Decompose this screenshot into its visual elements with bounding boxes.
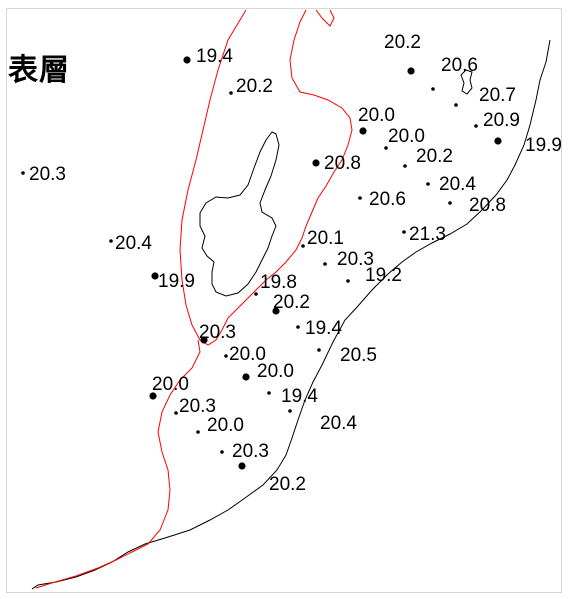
station-marker <box>196 430 200 434</box>
station-value-label: 20.4 <box>320 413 357 434</box>
station-value-label: 20.3 <box>29 164 66 185</box>
station-value-label: 20.7 <box>479 85 516 106</box>
islet-outline <box>460 69 473 95</box>
station-marker <box>359 127 367 135</box>
map-frame <box>6 8 562 593</box>
station-marker <box>384 146 388 150</box>
station-marker <box>174 411 178 415</box>
station-marker <box>454 103 458 107</box>
station-marker <box>494 137 502 145</box>
station-value-label: 21.3 <box>409 224 446 245</box>
station-marker <box>358 196 362 200</box>
coastline <box>31 39 551 590</box>
station-marker <box>267 391 271 395</box>
station-marker <box>312 159 320 167</box>
station-marker <box>402 230 406 234</box>
station-value-label: 20.0 <box>257 361 294 382</box>
station-value-label: 20.2 <box>236 76 273 97</box>
stations-layer: 19.420.220.320.419.9 19.820.220.320.020.0… <box>21 32 562 495</box>
station-marker <box>229 91 233 95</box>
station-value-label: 19.4 <box>305 318 342 339</box>
station-marker <box>346 279 350 283</box>
isoline-north-loop <box>315 9 335 27</box>
station-value-label: 20.5 <box>340 345 377 366</box>
station-marker <box>238 462 246 470</box>
station-value-label: 19.4 <box>196 46 233 67</box>
station-value-label: 20.2 <box>269 474 306 495</box>
station-marker <box>317 348 321 352</box>
station-value-label: 20.4 <box>439 174 476 195</box>
station-value-label: 19.4 <box>281 386 318 407</box>
station-value-label: 20.9 <box>483 110 520 131</box>
station-value-label: 19.2 <box>365 265 402 286</box>
station-value-label: 20.2 <box>273 292 310 313</box>
station-value-label: 20.0 <box>358 105 395 126</box>
station-marker <box>323 262 327 266</box>
station-marker <box>407 67 415 75</box>
station-value-label: 20.1 <box>307 228 344 249</box>
station-marker <box>21 171 25 175</box>
station-value-label: 20.2 <box>384 32 421 53</box>
island-outline <box>199 131 280 297</box>
station-marker <box>448 201 452 205</box>
station-value-label: 20.3 <box>179 396 216 417</box>
station-marker <box>149 392 157 400</box>
station-value-label: 19.9 <box>525 135 562 156</box>
station-value-label: 20.2 <box>416 146 453 167</box>
station-marker <box>403 164 407 168</box>
station-value-label: 20.3 <box>199 322 236 343</box>
station-marker <box>426 182 430 186</box>
station-value-label: 19.8 <box>260 272 297 293</box>
station-value-label: 20.0 <box>229 344 266 365</box>
station-value-label: 20.0 <box>207 415 244 436</box>
station-value-label: 20.8 <box>469 195 506 216</box>
station-value-label: 20.3 <box>337 249 374 270</box>
station-marker <box>242 373 250 381</box>
station-value-label: 20.0 <box>388 126 425 147</box>
station-marker <box>301 244 305 248</box>
station-marker <box>431 87 435 91</box>
station-marker <box>272 307 280 315</box>
station-value-label: 20.0 <box>152 374 189 395</box>
station-value-label: 20.3 <box>232 441 269 462</box>
station-marker <box>474 124 478 128</box>
station-marker <box>183 56 191 64</box>
station-value-label: 20.8 <box>324 153 361 174</box>
station-value-label: 20.6 <box>369 189 406 210</box>
station-marker <box>254 292 258 296</box>
isoline-main <box>179 9 353 346</box>
station-marker <box>224 354 228 358</box>
station-marker <box>109 239 113 243</box>
station-value-label: 20.6 <box>441 55 478 76</box>
station-value-label: 20.4 <box>115 233 152 254</box>
layer-title: 表層 <box>8 53 70 88</box>
station-marker <box>200 336 208 344</box>
station-marker <box>151 272 159 280</box>
station-marker <box>296 325 300 329</box>
station-value-label: 19.9 <box>158 271 195 292</box>
station-marker <box>220 450 224 454</box>
station-marker <box>288 409 292 413</box>
isoline-south <box>35 339 201 589</box>
